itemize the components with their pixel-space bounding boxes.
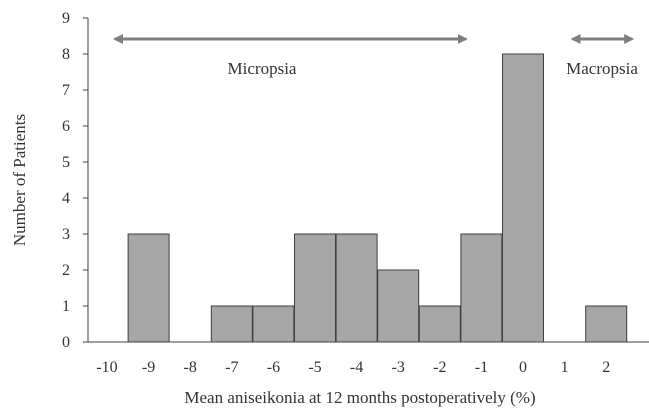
annotation-label-micropsia: Micropsia bbox=[228, 59, 297, 78]
bar--2 bbox=[418, 305, 461, 343]
x-tick-labels: -10 -9 -8 -7 -6 -5 -4 -3 -2 -1 0 1 2 bbox=[96, 359, 610, 376]
y-tick-label: 6 bbox=[62, 118, 70, 135]
axes-group bbox=[87, 18, 649, 343]
x-tick-label: -7 bbox=[225, 359, 238, 376]
bar--7 bbox=[210, 305, 253, 343]
annotations-group: Micropsia Macropsia bbox=[113, 34, 638, 78]
y-tick-label: 1 bbox=[62, 298, 70, 315]
y-tick-label: 8 bbox=[62, 46, 70, 63]
x-tick-label: -8 bbox=[184, 359, 197, 376]
y-axis-title: Number of Patients bbox=[10, 114, 29, 246]
x-tick-label: -10 bbox=[96, 359, 117, 376]
y-tick-label: 3 bbox=[62, 226, 70, 243]
y-tick-label: 7 bbox=[62, 82, 70, 99]
bar--6 bbox=[252, 305, 295, 343]
y-tick-label: 5 bbox=[62, 154, 70, 171]
y-tick-label: 0 bbox=[62, 334, 70, 351]
x-tick-label: 1 bbox=[561, 359, 569, 376]
bar--1 bbox=[460, 233, 503, 343]
x-tick-label: -4 bbox=[350, 359, 363, 376]
bars-group bbox=[127, 53, 628, 343]
x-tick-label: -3 bbox=[392, 359, 405, 376]
x-tick-label: -6 bbox=[267, 359, 280, 376]
x-tick-label: 2 bbox=[602, 359, 610, 376]
y-tick-label: 9 bbox=[62, 10, 70, 27]
bar--5 bbox=[294, 233, 336, 343]
x-tick-label: -5 bbox=[308, 359, 321, 376]
x-axis-title: Mean aniseikonia at 12 months postoperat… bbox=[184, 388, 535, 407]
x-tick-label: -9 bbox=[142, 359, 155, 376]
bar--9 bbox=[127, 233, 170, 343]
bar--3 bbox=[377, 269, 420, 343]
y-tick-label: 2 bbox=[62, 262, 70, 279]
y-tick-label: 4 bbox=[62, 190, 70, 207]
bar--4 bbox=[335, 233, 378, 343]
y-tick-labels: 0 1 2 3 4 5 6 7 8 9 bbox=[62, 10, 88, 351]
bar-0 bbox=[502, 53, 544, 343]
x-tick-label: -1 bbox=[475, 359, 488, 376]
x-tick-label: 0 bbox=[519, 359, 527, 376]
x-tick-label: -2 bbox=[433, 359, 446, 376]
bar-2 bbox=[585, 305, 628, 343]
annotation-label-macropsia: Macropsia bbox=[566, 59, 638, 78]
